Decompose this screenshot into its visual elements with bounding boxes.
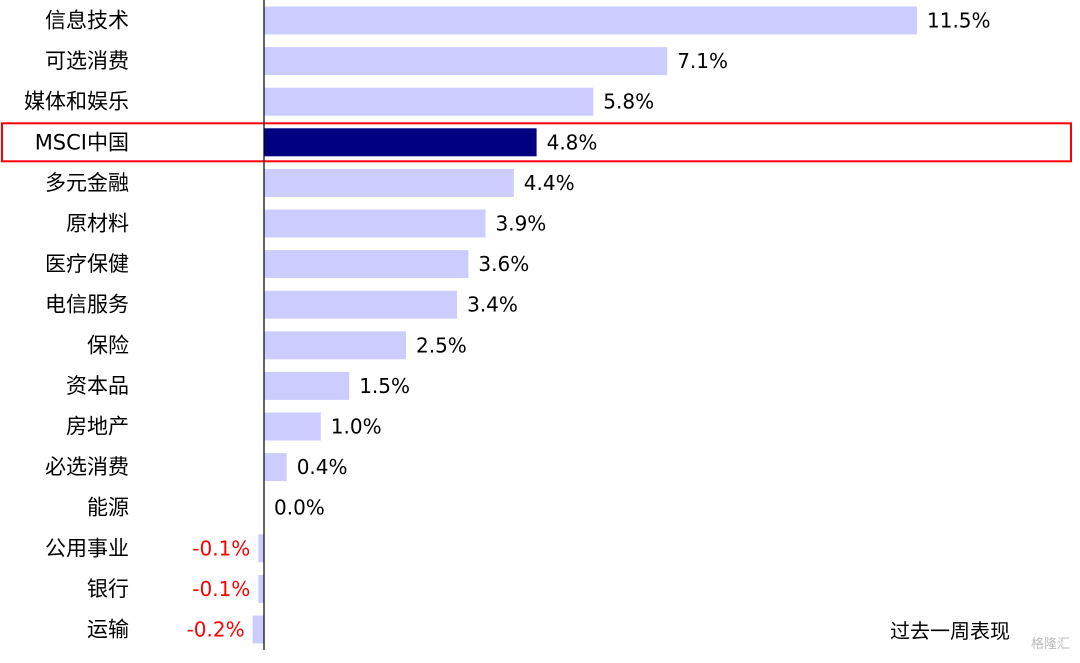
category-label: 房地产 [66, 415, 129, 439]
category-label: 信息技术 [45, 9, 129, 33]
category-label: 媒体和娱乐 [24, 90, 129, 114]
bar-9 [264, 371, 350, 400]
bar-14 [258, 574, 264, 603]
value-label: 0.0% [274, 496, 325, 520]
bar-3 [264, 128, 537, 157]
bar-10 [264, 412, 321, 441]
value-label: -0.2% [187, 618, 245, 642]
category-label: 银行 [87, 577, 129, 601]
value-label: 3.4% [467, 293, 518, 317]
value-label: 4.4% [524, 171, 575, 195]
value-label: -0.1% [192, 536, 250, 560]
category-label: 保险 [87, 333, 129, 357]
value-label: -0.1% [192, 577, 250, 601]
bar-1 [264, 47, 668, 76]
value-label: 2.5% [416, 333, 467, 357]
value-label: 11.5% [927, 9, 991, 33]
category-label: 运输 [87, 618, 129, 642]
category-label: 能源 [87, 496, 129, 520]
category-label: 可选消费 [45, 49, 129, 73]
highlight-box [1, 122, 1072, 163]
chart-caption: 过去一周表现 [890, 619, 1010, 643]
value-label: 3.9% [496, 212, 547, 236]
value-label: 4.8% [547, 130, 598, 154]
bar-6 [264, 250, 469, 279]
category-label: 公用事业 [45, 536, 129, 560]
value-label: 1.5% [359, 374, 410, 398]
bar-15 [252, 615, 264, 644]
bar-4 [264, 168, 514, 197]
category-label: 原材料 [66, 212, 129, 236]
value-label: 3.6% [478, 252, 529, 276]
bar-13 [258, 534, 264, 563]
value-label: 1.0% [331, 415, 382, 439]
value-label: 7.1% [677, 49, 728, 73]
category-label: 必选消费 [45, 455, 129, 479]
bar-7 [264, 290, 458, 319]
bar-0 [264, 6, 917, 35]
value-label: 5.8% [603, 90, 654, 114]
bar-5 [264, 209, 486, 238]
bar-8 [264, 331, 406, 360]
category-label: MSCI中国 [35, 130, 129, 154]
category-label: 医疗保健 [45, 252, 129, 276]
category-label: 资本品 [66, 374, 129, 398]
bar-11 [264, 453, 287, 482]
category-label: 多元金融 [45, 171, 129, 195]
category-label: 电信服务 [45, 293, 129, 317]
watermark-text: 格隆汇 [1031, 636, 1070, 652]
bar-2 [264, 87, 594, 116]
value-label: 0.4% [297, 455, 348, 479]
